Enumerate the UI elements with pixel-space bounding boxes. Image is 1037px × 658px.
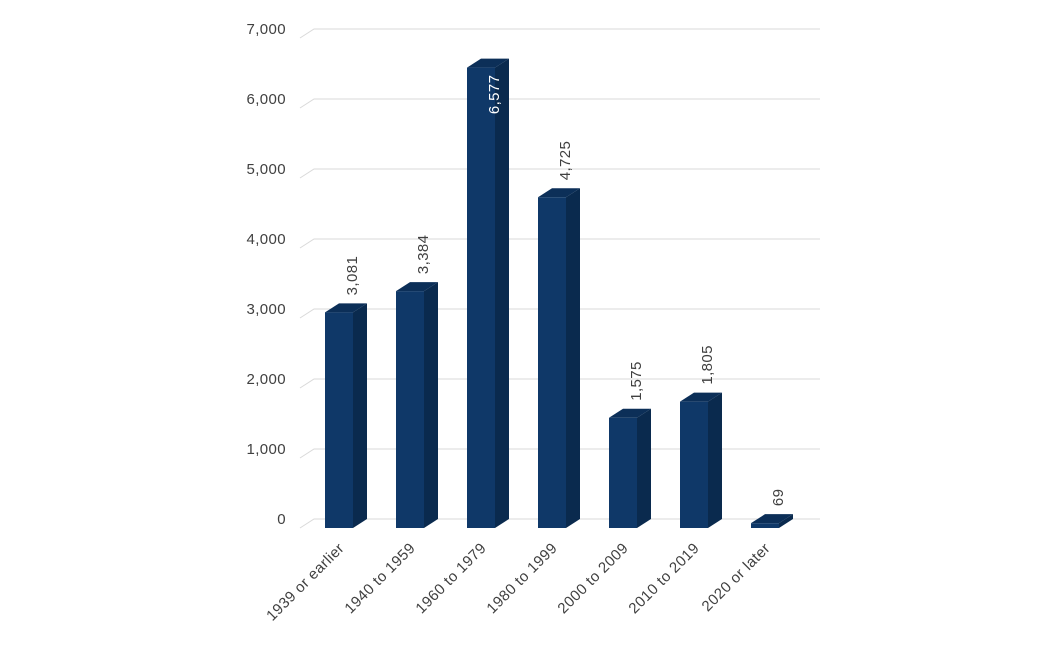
x-axis-label: 2020 or later: [699, 540, 774, 615]
x-axis-label: 1980 to 1999: [483, 540, 560, 617]
bar-value-label: 4,725: [557, 141, 574, 181]
y-tick-label: 5,000: [246, 161, 286, 178]
bar-side-face: [566, 188, 580, 528]
bar-side-face: [495, 58, 509, 529]
bar: [751, 523, 779, 528]
bar-value-label: 6,577: [486, 75, 503, 115]
bar-side-face: [708, 392, 722, 528]
bar-top-face: [609, 408, 651, 418]
y-tick-label: 7,000: [246, 21, 286, 38]
bar: [396, 291, 424, 528]
bar-value-label: 1,805: [699, 345, 716, 385]
bar-side-face: [424, 282, 438, 528]
bar-value-label: 3,081: [344, 256, 361, 296]
bar-side-face: [637, 408, 651, 528]
x-axis-label: 1939 or earlier: [263, 540, 348, 625]
gridline: [299, 28, 820, 39]
bar: [680, 401, 708, 528]
y-tick-label: 0: [277, 511, 286, 528]
x-axis-label: 1960 to 1979: [412, 540, 489, 617]
gridline: [299, 308, 820, 319]
bar-top-face: [538, 188, 580, 198]
bar: [538, 197, 566, 528]
gridline: [299, 448, 820, 459]
bar-value-label: 3,384: [415, 235, 432, 275]
y-tick-label: 4,000: [246, 231, 286, 248]
bar-top-face: [396, 282, 438, 292]
gridline: [299, 378, 820, 389]
x-axis-label: 2010 to 2019: [625, 540, 702, 617]
y-tick-label: 6,000: [246, 91, 286, 108]
bar-value-label: 69: [770, 489, 787, 507]
bar-top-face: [751, 514, 793, 524]
bar-top-face: [467, 58, 509, 68]
bar: [467, 67, 495, 529]
bar: [325, 312, 353, 528]
y-tick-label: 3,000: [246, 301, 286, 318]
gridline: [299, 98, 820, 109]
y-tick-label: 1,000: [246, 441, 286, 458]
y-tick-label: 2,000: [246, 371, 286, 388]
bar-top-face: [325, 303, 367, 313]
bar: [609, 417, 637, 528]
bar-top-face: [680, 392, 722, 402]
bar-value-label: 1,575: [628, 361, 645, 401]
x-axis-label: 1940 to 1959: [341, 540, 418, 617]
x-axis-label: 2000 to 2009: [554, 540, 631, 617]
gridline: [299, 168, 820, 179]
bar-side-face: [353, 303, 367, 528]
bar-side-face: [779, 514, 793, 528]
x-axis-line: [299, 518, 820, 529]
gridline: [299, 238, 820, 249]
